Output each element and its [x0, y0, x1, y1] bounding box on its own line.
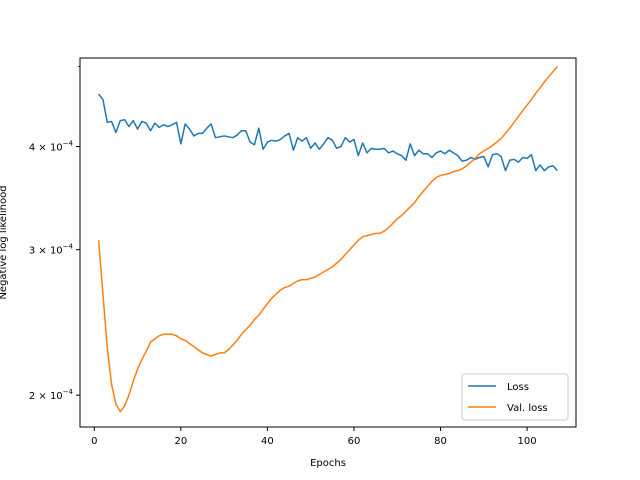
- series-line-loss: [98, 93, 558, 172]
- x-tick-label: 20: [174, 436, 187, 447]
- y-tick-label: 3 × 10−4: [29, 243, 74, 257]
- x-tick-label: 80: [434, 436, 447, 447]
- y-tick-label-base: 2 × 10: [29, 391, 63, 402]
- legend-label-loss: Loss: [507, 382, 529, 393]
- x-axis-label: Epochs: [310, 458, 346, 469]
- x-tick-label: 40: [261, 436, 274, 447]
- series-line-val-loss: [97, 66, 558, 413]
- legend: Loss Val. loss: [461, 373, 569, 421]
- y-tick-label: 2 × 10−4: [29, 388, 74, 402]
- y-axis-label: Negative log likelihood: [0, 185, 9, 299]
- x-axis-ticks: 0 20 40 60 80 100: [91, 427, 537, 447]
- x-tick-label: 0: [91, 436, 97, 447]
- y-tick-label-exponent: −4: [63, 388, 74, 396]
- y-tick-label-base: 3 × 10: [29, 246, 63, 257]
- y-tick-label-exponent: −4: [63, 140, 74, 148]
- y-tick-label-exponent: −4: [63, 243, 74, 251]
- plot-lines: [97, 66, 558, 413]
- y-axis-ticks: 2 × 10−43 × 10−44 × 10−4: [29, 66, 80, 402]
- y-tick-label: 4 × 10−4: [29, 140, 74, 154]
- y-tick-label-base: 4 × 10: [29, 143, 63, 154]
- plot-frame: [79, 57, 577, 428]
- x-tick-label: 100: [518, 436, 537, 447]
- legend-label-val-loss: Val. loss: [507, 403, 548, 414]
- x-tick-label: 60: [348, 436, 361, 447]
